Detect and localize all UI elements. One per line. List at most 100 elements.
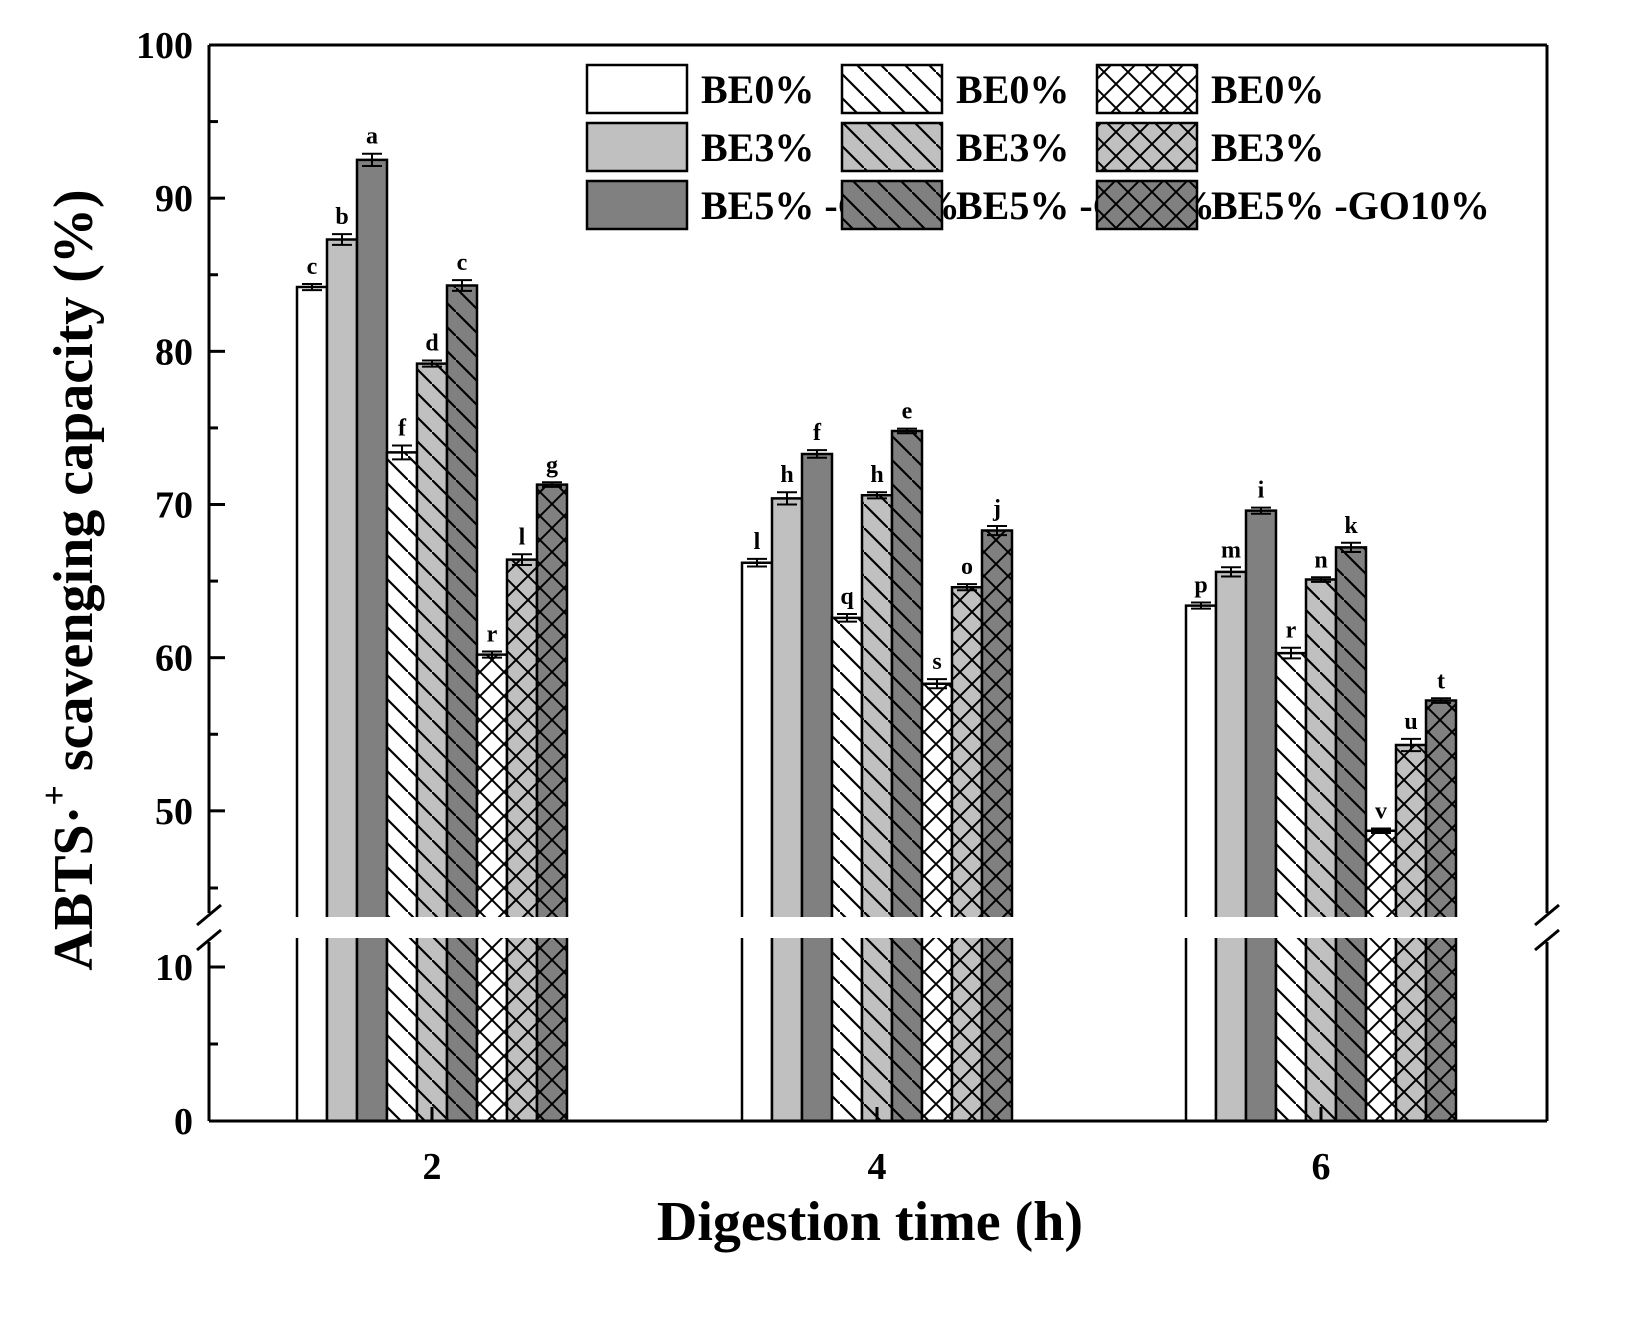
bar-lower-pattern: [952, 938, 982, 1121]
significance-letter: c: [307, 254, 318, 280]
bar-lower-fill: [802, 938, 832, 1121]
y-axis-title-rest: scavenging capacity (%): [43, 189, 105, 785]
legend-swatch-pattern: [842, 65, 942, 113]
legend-swatch-pattern: [1097, 181, 1197, 229]
bar-upper-pattern: [477, 654, 507, 917]
y-tick-label: 50: [155, 791, 193, 833]
bar-group: g: [535, 452, 569, 1121]
legend: BE0%BE3%BE5% -GO0%BE0%BE3%BE5% -GO5%BE0%…: [585, 63, 1490, 231]
legend-label: BE3%: [701, 125, 814, 170]
y-tick-label: 60: [155, 638, 193, 680]
legend-swatch-fill: [587, 65, 687, 113]
significance-letter: g: [546, 452, 558, 478]
bar-upper-pattern: [1426, 700, 1456, 917]
axes-layer: 0 10 50 60 70 80 90 100 2 4 6: [136, 25, 1560, 1188]
bar-lower-fill: [1216, 938, 1246, 1121]
axis-break-mark: [1534, 903, 1560, 927]
bar-lower-fill: [357, 938, 387, 1121]
y-tick-label: 10: [155, 947, 193, 989]
significance-letter: a: [366, 124, 378, 150]
legend-item: BE3%: [840, 121, 1069, 173]
bar-group: n: [1304, 547, 1338, 1121]
bar-lower-pattern: [507, 938, 537, 1121]
bar-upper-pattern: [922, 683, 952, 917]
bar-lower-fill: [772, 938, 802, 1121]
bar-upper-pattern: [1276, 653, 1306, 917]
legend-swatch-outline: [1095, 179, 1199, 231]
axis-break-mark: [196, 928, 222, 952]
y-tick-label: 90: [155, 178, 193, 220]
legend-label: BE5% -GO10%: [1211, 183, 1490, 228]
bar-lower-fill: [742, 938, 772, 1121]
bar-upper-fill: [1246, 510, 1276, 917]
bar-upper-pattern: [417, 363, 447, 917]
y-tick-label: 70: [155, 485, 193, 527]
bar-group: r: [475, 622, 509, 1121]
bar-upper-fill: [327, 239, 357, 917]
bar-group: r: [1274, 618, 1308, 1121]
significance-letter: f: [398, 416, 407, 442]
bar-upper-fill: [297, 287, 327, 918]
legend-swatch-fill: [587, 123, 687, 171]
bar-upper-pattern: [537, 484, 567, 917]
bar-upper-pattern: [1366, 830, 1396, 917]
x-tick-label: 6: [1312, 1146, 1331, 1188]
legend-swatch-outline: [585, 63, 689, 115]
significance-letter: f: [813, 420, 822, 446]
bar-upper-pattern: [447, 285, 477, 917]
significance-letter: j: [992, 496, 1001, 522]
bar-group: t: [1424, 668, 1458, 1121]
y-axis-title-sup: +: [34, 785, 74, 806]
bar-upper-fill: [802, 453, 832, 917]
bar-upper-fill: [1216, 571, 1246, 917]
significance-letter: l: [754, 529, 761, 555]
bar-lower-fill: [327, 938, 357, 1121]
legend-swatch-pattern: [1097, 123, 1197, 171]
bar-group: k: [1334, 513, 1368, 1121]
legend-label: BE3%: [1211, 125, 1324, 170]
bar-lower-fill: [1246, 938, 1276, 1121]
bar-upper-pattern: [832, 617, 862, 917]
bar-upper-pattern: [982, 530, 1012, 917]
significance-letter: k: [1344, 513, 1358, 539]
axis-break-mark: [196, 903, 222, 927]
bar-group: h: [770, 462, 804, 1121]
legend-label: BE0%: [1211, 67, 1324, 112]
bar-upper-fill: [357, 159, 387, 917]
legend-swatch-outline: [585, 179, 689, 231]
bar-group: a: [355, 124, 389, 1121]
legend-swatch-outline: [585, 121, 689, 173]
significance-letter: c: [457, 250, 468, 276]
bar-lower-pattern: [922, 938, 952, 1121]
significance-letter: v: [1375, 798, 1387, 824]
bar-upper-pattern: [1306, 579, 1336, 917]
significance-letter: l: [519, 524, 526, 550]
bar-group: f: [385, 416, 419, 1121]
bar-group: m: [1214, 537, 1248, 1121]
bar-group: s: [920, 649, 954, 1121]
legend-item: BE3%: [585, 121, 814, 173]
legend-swatch-outline: [840, 63, 944, 115]
legend-item: BE0%: [1095, 63, 1324, 115]
legend-item: BE0%: [840, 63, 1069, 115]
bar-lower-pattern: [477, 938, 507, 1121]
bar-upper-pattern: [952, 587, 982, 917]
significance-letter: i: [1258, 478, 1265, 504]
bar-group: q: [830, 584, 864, 1121]
x-axis-title: Digestion time (h): [657, 1191, 1083, 1253]
x-tick-label: 2: [423, 1146, 442, 1188]
bar-lower-pattern: [417, 938, 447, 1121]
y-axis-title: ABTS·+ scavenging capacity (%): [34, 189, 105, 970]
legend-label: BE0%: [701, 67, 814, 112]
significance-letter: u: [1404, 709, 1417, 735]
bar-group: v: [1364, 798, 1398, 1121]
legend-swatch-outline: [1095, 121, 1199, 173]
bar-group: u: [1394, 709, 1428, 1121]
bar-group: f: [800, 420, 834, 1121]
significance-letter: p: [1194, 573, 1207, 599]
significance-letter: e: [902, 399, 913, 425]
bar-group: o: [950, 554, 984, 1121]
significance-letter: n: [1314, 547, 1327, 573]
